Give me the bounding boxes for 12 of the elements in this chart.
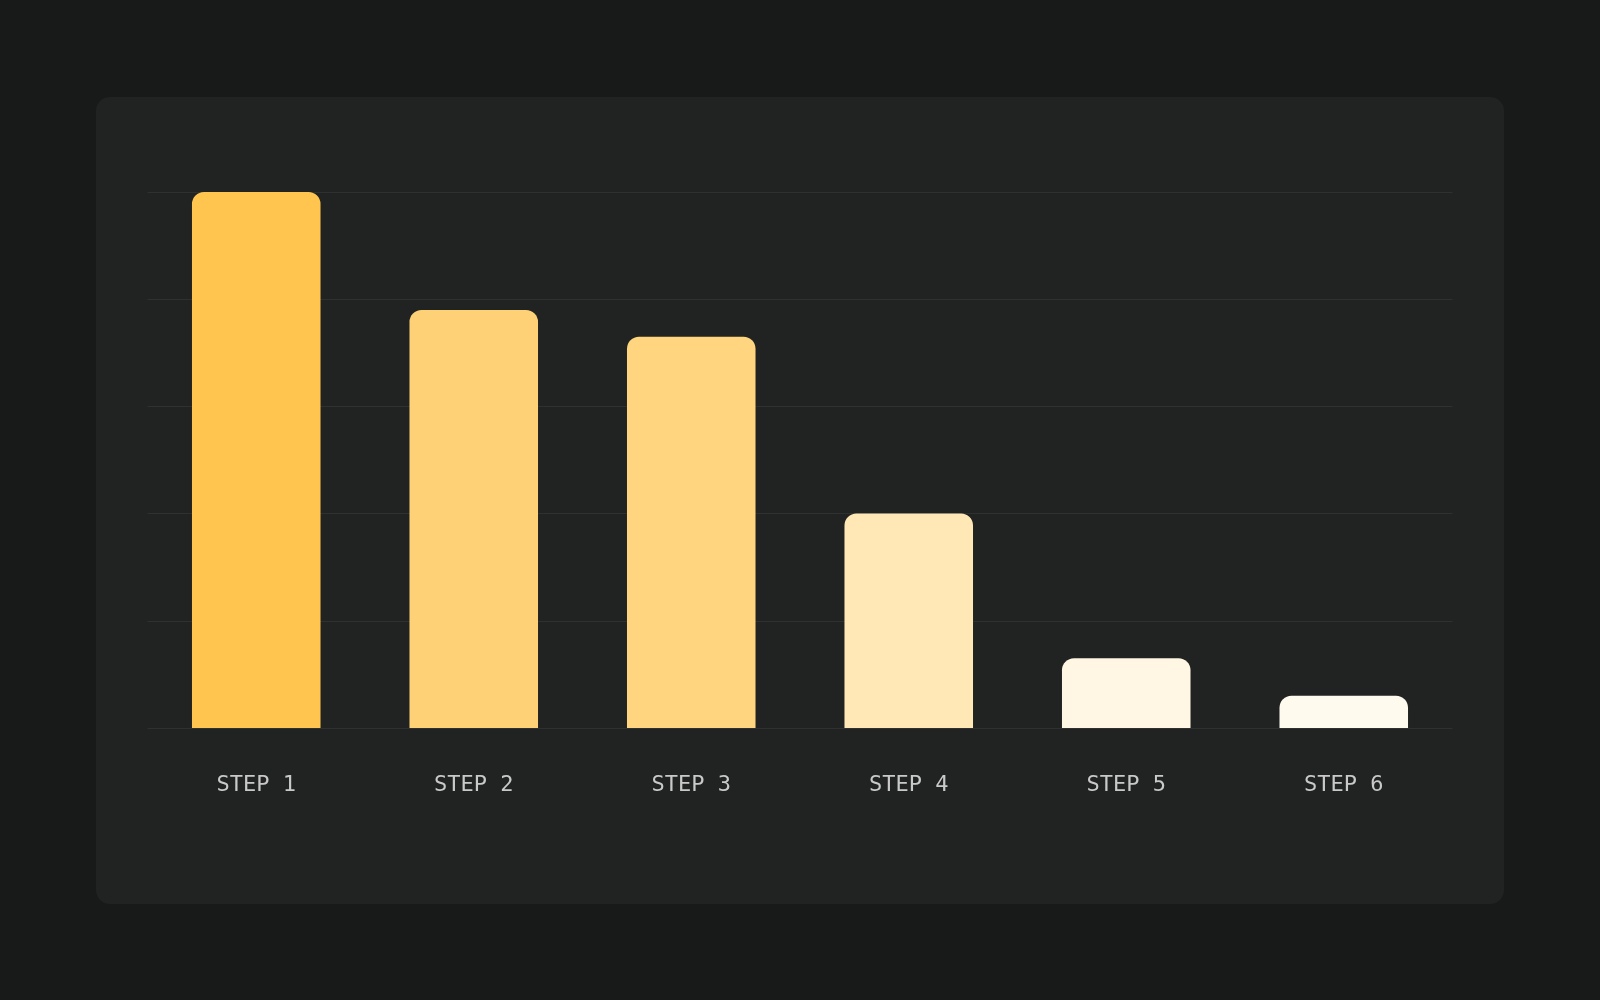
bar [191, 192, 321, 728]
bar [626, 336, 756, 728]
x-tick-label: STEP 5 [1086, 770, 1166, 796]
bar [409, 309, 539, 728]
bar [1061, 658, 1191, 728]
x-tick-label: STEP 3 [651, 770, 731, 796]
x-tick-label: STEP 6 [1304, 770, 1384, 796]
x-tick-label: STEP 1 [216, 770, 296, 796]
x-tick-label: STEP 4 [869, 770, 949, 796]
x-tick-label: STEP 2 [434, 770, 514, 796]
bar [1279, 695, 1409, 728]
bar [844, 513, 974, 728]
